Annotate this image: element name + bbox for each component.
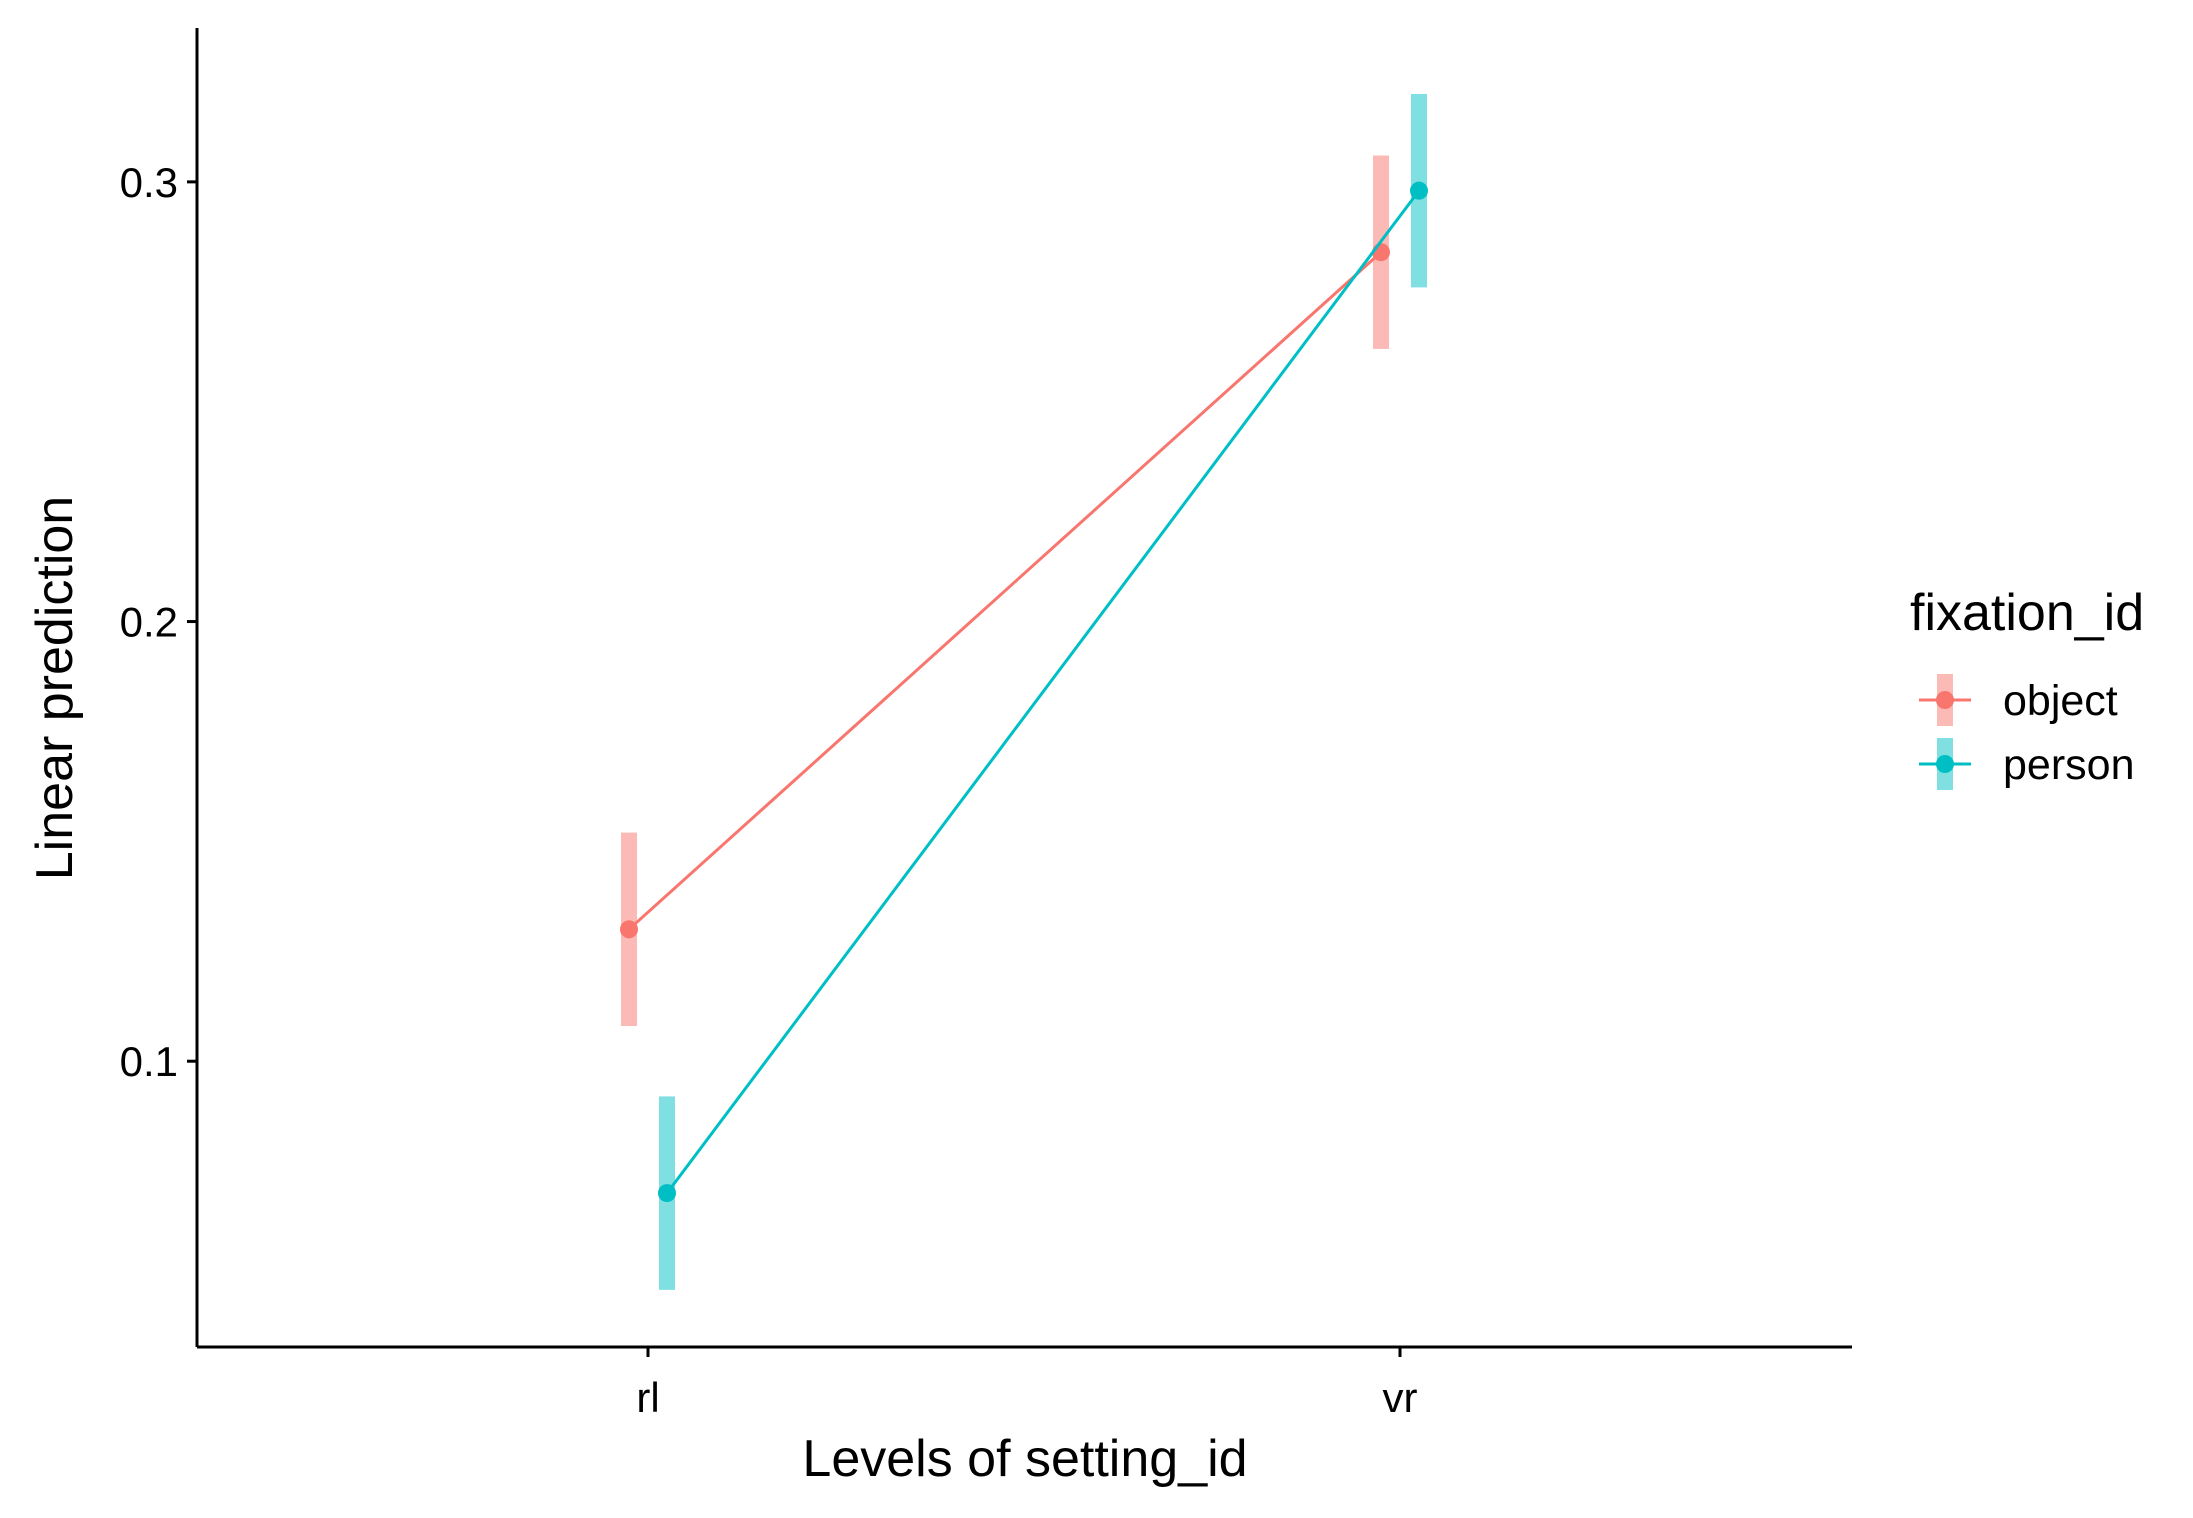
- x-axis-title: Levels of setting_id: [802, 1430, 1247, 1488]
- legend-title: fixation_id: [1910, 584, 2144, 642]
- series-line-person: [665, 189, 1421, 1195]
- x-tick-label: vr: [1383, 1374, 1418, 1421]
- legend-label-object: object: [2003, 677, 2118, 725]
- x-tick-label: rl: [636, 1374, 659, 1421]
- y-tick-label: 0.1: [120, 1038, 178, 1085]
- legend-label-person: person: [2003, 741, 2134, 789]
- series-line-object: [627, 251, 1383, 931]
- axes: 0.1 0.2 0.3 rl vr: [120, 159, 1418, 1421]
- plot-area: [620, 93, 1428, 1290]
- point-object-rl: [620, 920, 638, 939]
- point-person-vr: [1410, 181, 1428, 200]
- y-axis-title: Linear prediction: [26, 496, 84, 880]
- y-tick-label: 0.2: [120, 599, 178, 646]
- point-person-rl: [658, 1184, 676, 1203]
- legend-key-point-object: [1936, 691, 1954, 709]
- legend: object person: [1919, 674, 2134, 790]
- legend-key-point-person: [1936, 755, 1954, 773]
- y-tick-label: 0.3: [120, 159, 178, 206]
- point-object-vr: [1372, 243, 1390, 262]
